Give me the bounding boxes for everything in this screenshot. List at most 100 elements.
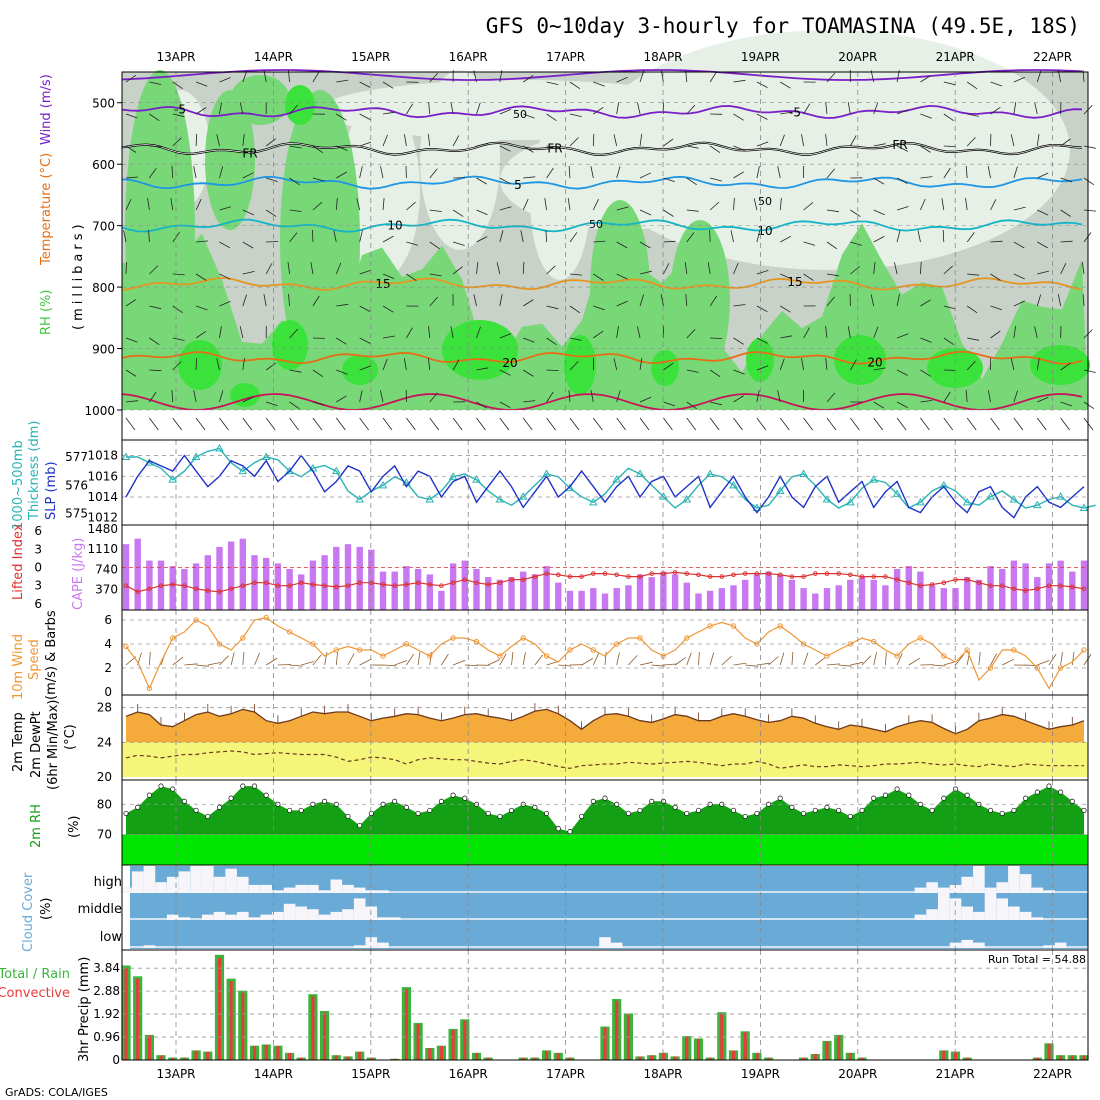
- cape-bar: [765, 571, 772, 610]
- precip-convective-bar: [486, 1057, 490, 1060]
- cloud-bar: [330, 879, 343, 893]
- wind-barb: [149, 417, 159, 431]
- thickness-marker: [635, 469, 645, 477]
- cloud-bar: [377, 942, 389, 948]
- wind-barb: [569, 337, 582, 341]
- wind-barb: [990, 305, 1003, 311]
- temp-unit-label: (°C): [63, 724, 78, 750]
- wind-barb: [779, 652, 785, 666]
- wind-barb: [628, 655, 638, 666]
- li-tick-label: 0: [34, 561, 42, 575]
- lifted-index-marker: [929, 582, 935, 587]
- cape-bar: [706, 590, 714, 610]
- wind-barb: [920, 299, 931, 307]
- thickness-marker: [729, 480, 738, 489]
- wind-barb: [768, 656, 779, 666]
- wind-barb: [733, 337, 744, 345]
- wind-barb: [733, 171, 745, 179]
- cape-bar: [928, 585, 936, 610]
- cloud-bar: [295, 884, 307, 893]
- wind-barb: [149, 305, 162, 310]
- wind-tick-label: 4: [104, 637, 112, 651]
- cape-bar: [379, 571, 387, 610]
- cloud-bar: [342, 909, 354, 920]
- wind-barb: [452, 417, 463, 431]
- wind-barb: [1060, 417, 1070, 431]
- wind-barb: [289, 104, 298, 115]
- wind-speed-marker: [567, 647, 573, 653]
- wind-barb: [359, 141, 372, 147]
- lifted-index-marker: [731, 572, 736, 578]
- wind-barb: [452, 266, 463, 275]
- wind-barb: [476, 326, 481, 339]
- wind-barb: [394, 660, 408, 666]
- wind-barb: [427, 134, 431, 147]
- wind-barb: [709, 295, 718, 307]
- wind-barb: [967, 273, 980, 276]
- wind-barb: [966, 417, 977, 431]
- wind-barb: [568, 165, 571, 179]
- wind-barb: [581, 658, 594, 666]
- thickness-marker: [168, 475, 178, 483]
- wind-barb: [523, 176, 536, 179]
- wind-barb: [639, 358, 643, 371]
- wind-speed-marker: [497, 653, 503, 659]
- cape-bar: [485, 577, 492, 610]
- wind-barb: [686, 145, 699, 149]
- wind-tick-label: 0: [104, 685, 112, 699]
- wind-barb: [499, 294, 503, 307]
- wind-barb: [359, 305, 371, 312]
- wind-barb: [966, 305, 978, 314]
- wind-speed-panel: 0 2 4 6: [104, 613, 1092, 699]
- wind-barb: [546, 265, 556, 275]
- lifted-index-marker: [135, 589, 140, 595]
- wind-barb: [613, 134, 618, 147]
- thickness-range-label: 1000~500mb: [11, 440, 26, 530]
- wind-barb: [686, 417, 697, 431]
- wind-speed-marker: [333, 647, 339, 653]
- cloud-bar: [237, 876, 249, 893]
- wind-barb: [943, 145, 956, 147]
- wind-barb: [207, 662, 221, 666]
- li-tick-label: 3: [34, 542, 42, 556]
- wind-barbs-label: (m/s) & Barbs: [44, 610, 59, 700]
- rh2m-marker: [135, 804, 141, 810]
- wind-barb: [753, 198, 758, 211]
- wind-barb: [382, 664, 397, 667]
- wind-barb: [569, 361, 579, 371]
- rh-green-region: [230, 75, 290, 125]
- wind-barb: [195, 330, 207, 339]
- wind-barb: [312, 145, 324, 154]
- wind-barb: [616, 417, 627, 431]
- temperature-label: Temperature (°C): [39, 153, 54, 266]
- cloud-bar: [225, 868, 237, 893]
- lifted-index-marker: [906, 580, 912, 586]
- wind-barb: [511, 652, 514, 666]
- wind-barb: [1083, 369, 1096, 373]
- thickness-marker: [939, 480, 949, 489]
- wind-speed-marker: [427, 653, 433, 659]
- precip-convective-bar: [229, 981, 233, 1060]
- thickness-line: [126, 447, 1096, 509]
- wind-barb: [590, 166, 594, 179]
- rh2m-tick-label: 70: [97, 828, 112, 842]
- lifted-index-marker: [310, 582, 316, 587]
- cape-bar: [426, 574, 433, 610]
- wind-barb: [312, 417, 323, 431]
- rh2m-marker: [158, 783, 164, 789]
- wind-barb: [686, 209, 699, 212]
- wind-barb: [779, 358, 785, 371]
- wind-barb: [172, 81, 183, 90]
- cloud-bar: [1031, 887, 1044, 893]
- wind-barb: [382, 197, 385, 211]
- dewpt2m-label: 2m DewPt: [29, 711, 44, 778]
- wind-speed-marker: [964, 647, 970, 653]
- lifted-index-marker: [509, 577, 514, 582]
- wind-barb: [488, 659, 501, 666]
- wind-barb: [289, 232, 298, 243]
- cape-bar: [671, 574, 679, 610]
- wind-speed-marker: [450, 635, 456, 641]
- rh2m-panel: 70 80: [97, 783, 1088, 865]
- lifted-index-marker: [380, 582, 386, 587]
- cape-bar: [403, 566, 410, 610]
